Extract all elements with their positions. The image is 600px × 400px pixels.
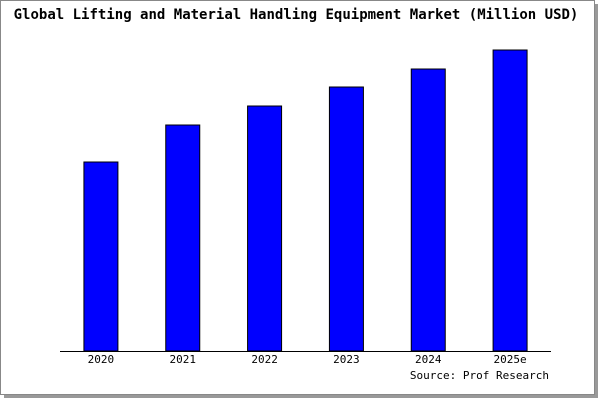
- bar: [165, 124, 201, 352]
- x-tick-label: 2024: [415, 353, 442, 366]
- x-tick-label: 2020: [88, 353, 115, 366]
- x-tick-label: 2022: [251, 353, 278, 366]
- x-tick-label: 2021: [170, 353, 197, 366]
- source-note: Source: Prof Research: [410, 369, 549, 382]
- bar: [328, 86, 364, 352]
- chart-title: Global Lifting and Material Handling Equ…: [14, 7, 579, 23]
- bar: [83, 161, 119, 352]
- x-tick-label: 2023: [333, 353, 360, 366]
- bar: [492, 49, 528, 352]
- bar: [247, 105, 283, 352]
- bar: [410, 68, 446, 352]
- x-tick-label: 2025e: [494, 353, 527, 366]
